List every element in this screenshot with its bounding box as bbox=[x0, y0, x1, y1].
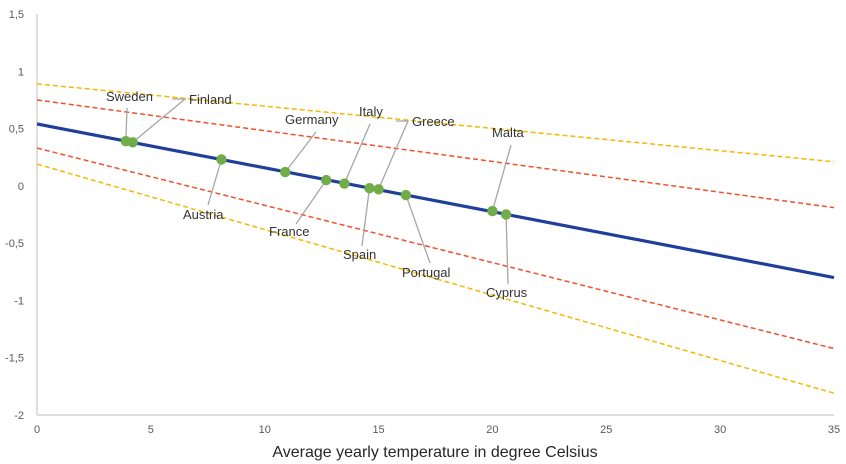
axes bbox=[36, 14, 834, 416]
leader-line-spain bbox=[361, 188, 371, 247]
leader-line-france bbox=[295, 179, 327, 225]
label-germany: Germany bbox=[285, 112, 339, 127]
confidence-band-line bbox=[36, 99, 835, 209]
x-tick-label: 10 bbox=[259, 424, 271, 436]
label-malta: Malta bbox=[492, 125, 525, 140]
confidence-band-line bbox=[36, 83, 835, 163]
leader-line-cyprus bbox=[505, 214, 509, 285]
country-points bbox=[120, 135, 512, 220]
y-tick-label: -1,5 bbox=[5, 353, 24, 365]
point-portugal bbox=[400, 189, 412, 201]
label-finland: Finland bbox=[189, 92, 232, 107]
label-greece: Greece bbox=[412, 114, 455, 129]
y-tick-label: 1 bbox=[18, 66, 24, 78]
label-austria: Austria bbox=[183, 207, 224, 222]
label-spain: Spain bbox=[343, 247, 376, 262]
leader-line-germany bbox=[284, 131, 317, 173]
point-italy bbox=[339, 178, 350, 189]
label-portugal: Portugal bbox=[402, 265, 451, 280]
y-tick-label: 1,5 bbox=[9, 9, 24, 21]
x-tick-label: 20 bbox=[486, 424, 498, 436]
point-malta bbox=[487, 205, 498, 217]
point-germany bbox=[280, 166, 291, 178]
confidence-band-line bbox=[36, 163, 835, 394]
point-austria bbox=[216, 154, 227, 165]
label-france: France bbox=[269, 224, 309, 239]
x-tick-label: 15 bbox=[372, 424, 384, 436]
leader-line-greece bbox=[377, 120, 409, 190]
tick-labels: 0 5 10 15 20 25 30 35 -2 -1,5 -1 -0,5 0 0,5 1 1,5 bbox=[5, 9, 840, 436]
y-tick-label: -0,5 bbox=[5, 238, 24, 250]
country-labels: Sweden Finland Austria Germany France Italy Sp… bbox=[106, 89, 528, 300]
point-greece bbox=[373, 184, 384, 195]
leader-line-austria bbox=[207, 159, 223, 206]
point-france bbox=[320, 174, 332, 186]
regression-line bbox=[36, 122, 835, 280]
point-finland bbox=[127, 137, 138, 148]
leader-line-malta bbox=[491, 144, 512, 212]
label-cyprus: Cyprus bbox=[486, 285, 528, 300]
x-tick-label: 30 bbox=[714, 424, 726, 436]
label-sweden: Sweden bbox=[106, 89, 153, 104]
y-tick-label: -2 bbox=[14, 410, 24, 422]
series-lines bbox=[36, 83, 835, 394]
label-italy: Italy bbox=[359, 104, 383, 119]
x-axis-title: Average yearly temperature in degree Cel… bbox=[272, 444, 597, 461]
leader-line-portugal bbox=[405, 194, 431, 264]
label-leaders bbox=[125, 98, 512, 285]
point-cyprus bbox=[500, 209, 512, 220]
y-tick-label: 0,5 bbox=[9, 124, 24, 136]
x-tick-label: 25 bbox=[600, 424, 612, 436]
y-tick-label: 0 bbox=[18, 181, 24, 193]
x-tick-label: 0 bbox=[34, 424, 40, 436]
leader-line-sweden bbox=[125, 107, 128, 142]
x-tick-label: 5 bbox=[148, 424, 154, 436]
y-tick-label: -1 bbox=[14, 295, 24, 307]
x-tick-label: 35 bbox=[828, 424, 840, 436]
leader-line-italy bbox=[343, 123, 371, 184]
leader-line-finland bbox=[132, 98, 187, 143]
point-spain bbox=[364, 182, 375, 194]
confidence-band-line bbox=[36, 147, 835, 350]
